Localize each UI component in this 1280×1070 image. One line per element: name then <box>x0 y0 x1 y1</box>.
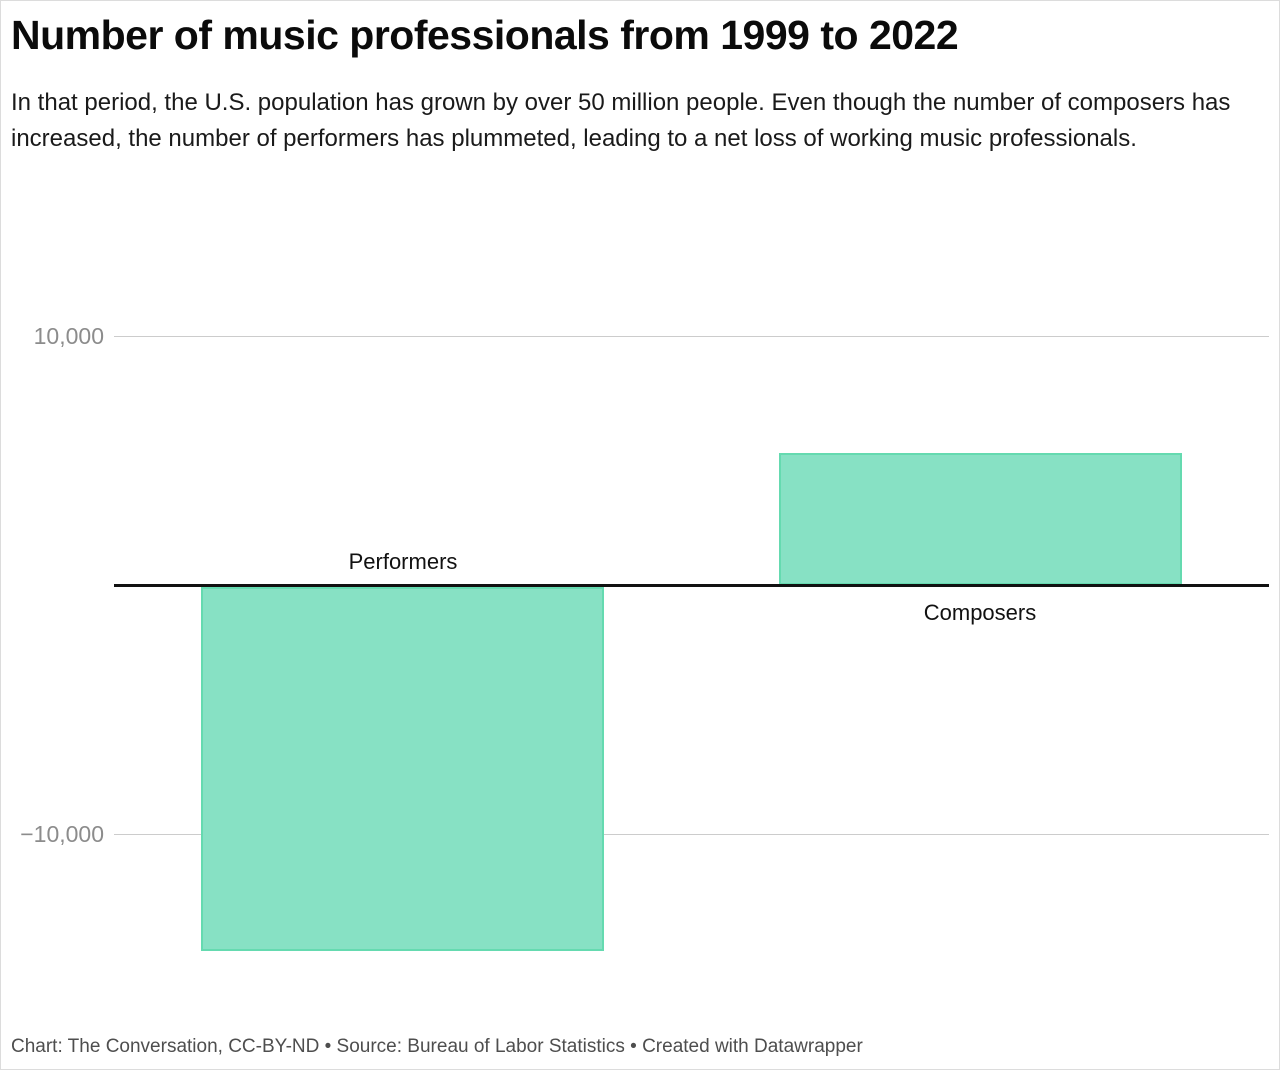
bar-composers[interactable] <box>779 453 1182 585</box>
bar-performers[interactable] <box>201 587 604 951</box>
y-axis-tick-label: 10,000 <box>33 323 104 349</box>
y-axis-tick-label: −10,000 <box>20 821 104 847</box>
chart-title: Number of music professionals from 1999 … <box>11 12 959 58</box>
y-gridline <box>114 834 1269 835</box>
category-label-performers: Performers <box>348 549 458 574</box>
chart-description: In that period, the U.S. population has … <box>11 89 1231 152</box>
zero-baseline <box>114 584 1269 587</box>
category-label-composers: Composers <box>923 600 1037 625</box>
chart-footer-attribution: Chart: The Conversation, CC-BY-ND • Sour… <box>11 1036 863 1057</box>
y-gridline <box>114 336 1269 337</box>
